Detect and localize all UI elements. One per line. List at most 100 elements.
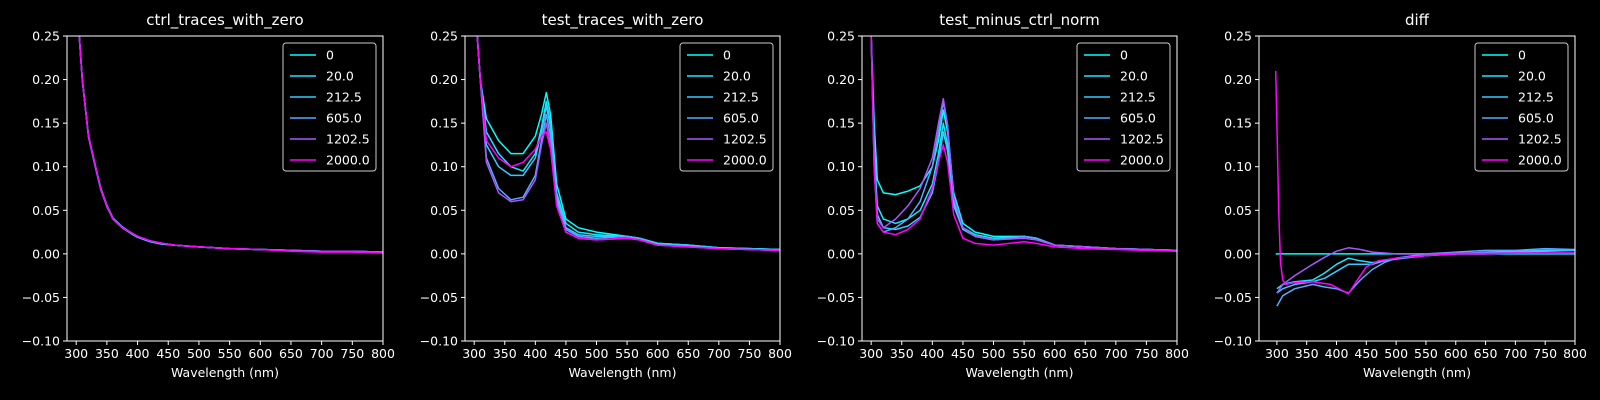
legend-label: 605.0 <box>326 111 362 126</box>
legend-label: 20.0 <box>1120 69 1148 84</box>
x-tick-label: 300 <box>64 346 88 361</box>
chart-title: ctrl_traces_with_zero <box>146 11 303 30</box>
x-axis-label: Wavelength (nm) <box>171 365 279 380</box>
x-tick-label: 500 <box>1384 346 1408 361</box>
y-tick-label: 0.10 <box>32 159 60 174</box>
y-tick-label: −0.05 <box>1214 290 1252 305</box>
legend-label: 212.5 <box>723 90 759 105</box>
y-tick-label: 0.00 <box>430 246 458 261</box>
y-tick-label: 0.05 <box>1224 203 1252 218</box>
legend-label: 605.0 <box>723 111 759 126</box>
y-tick-label: 0.15 <box>32 116 60 131</box>
legend: 0 20.0 212.5 605.0 1202.5 2000.0 <box>1076 42 1171 172</box>
legend-label: 1202.5 <box>1120 132 1164 147</box>
legend-label: 605.0 <box>1518 111 1554 126</box>
y-tick-label: −0.05 <box>420 290 458 305</box>
legend-label: 1202.5 <box>1518 132 1562 147</box>
y-tick-label: 0.05 <box>827 203 855 218</box>
legend: 0 20.0 212.5 605.0 1202.5 2000.0 <box>282 42 377 172</box>
series-group <box>870 36 1177 252</box>
x-tick-label: 450 <box>156 346 180 361</box>
y-tick-label: 0.15 <box>430 116 458 131</box>
x-tick-label: 400 <box>1325 346 1349 361</box>
x-tick-label: 750 <box>737 346 761 361</box>
legend-label: 2000.0 <box>723 153 767 168</box>
series-line-2000-0 <box>870 36 1177 252</box>
legend-label: 212.5 <box>1518 90 1554 105</box>
series-line-605-0 <box>1276 247 1575 307</box>
x-tick-label: 550 <box>218 346 242 361</box>
legend-label: 212.5 <box>326 90 362 105</box>
x-tick-label: 350 <box>890 346 914 361</box>
x-tick-label: 750 <box>1134 346 1158 361</box>
series-line-2000-0 <box>476 36 780 252</box>
y-tick-label: −0.10 <box>22 334 60 349</box>
x-tick-label: 500 <box>187 346 211 361</box>
y-tick-label: 0.00 <box>32 246 60 261</box>
y-tick-label: 0.10 <box>827 159 855 174</box>
x-tick-label: 700 <box>310 346 334 361</box>
y-tick-label: 0.20 <box>827 72 855 87</box>
y-tick-label: 0.15 <box>1224 116 1252 131</box>
series-line-2000-0 <box>1274 70 1575 295</box>
axes-frame <box>861 35 1178 342</box>
legend-label: 2000.0 <box>1518 153 1562 168</box>
legend-label: 2000.0 <box>326 153 370 168</box>
x-tick-label: 700 <box>707 346 731 361</box>
legend-label: 20.0 <box>1518 69 1546 84</box>
y-tick-label: −0.05 <box>817 290 855 305</box>
x-tick-label: 450 <box>1354 346 1378 361</box>
chart-panel-1: 300 350 400 450 500 550 600 650 700 750 800 −0.10 −0… <box>22 11 395 380</box>
y-tick-label: 0.20 <box>1224 72 1252 87</box>
series-line-1202-5 <box>870 36 1177 252</box>
x-axis-label: Wavelength (nm) <box>569 365 677 380</box>
legend-label: 0 <box>723 48 731 63</box>
x-tick-label: 400 <box>126 346 150 361</box>
x-tick-label: 400 <box>920 346 944 361</box>
x-tick-label: 650 <box>1474 346 1498 361</box>
y-tick-label: 0.15 <box>827 116 855 131</box>
chart-panel-2: 300 350 400 450 500 550 600 650 700 750 800 −0.10 −0… <box>420 11 792 380</box>
y-tick-label: 0.25 <box>32 29 60 44</box>
chart-title: diff <box>1405 11 1430 29</box>
y-tick-label: 0.10 <box>1224 159 1252 174</box>
legend-label: 0 <box>326 48 334 63</box>
x-axis-label: Wavelength (nm) <box>966 365 1074 380</box>
y-tick-label: 0.00 <box>827 246 855 261</box>
x-tick-label: 300 <box>859 346 883 361</box>
legend-label: 212.5 <box>1120 90 1156 105</box>
x-tick-label: 350 <box>95 346 119 361</box>
y-tick-label: 0.05 <box>430 203 458 218</box>
y-tick-label: 0.20 <box>32 72 60 87</box>
y-tick-label: −0.10 <box>420 334 458 349</box>
x-tick-label: 350 <box>493 346 517 361</box>
y-tick-label: −0.10 <box>1214 334 1252 349</box>
x-tick-label: 800 <box>1165 346 1189 361</box>
legend-label: 1202.5 <box>723 132 767 147</box>
x-tick-label: 600 <box>248 346 272 361</box>
legend-label: 20.0 <box>326 69 354 84</box>
axes-frame <box>464 35 781 342</box>
x-tick-label: 400 <box>523 346 547 361</box>
axes-frame <box>66 35 384 342</box>
x-tick-label: 800 <box>768 346 792 361</box>
x-tick-label: 600 <box>646 346 670 361</box>
x-tick-label: 600 <box>1043 346 1067 361</box>
x-tick-label: 750 <box>340 346 364 361</box>
x-tick-label: 800 <box>1563 346 1587 361</box>
chart-title: test_traces_with_zero <box>542 11 704 30</box>
x-tick-label: 500 <box>982 346 1006 361</box>
legend-label: 1202.5 <box>326 132 370 147</box>
y-tick-label: 0.10 <box>430 159 458 174</box>
x-tick-label: 300 <box>1265 346 1289 361</box>
y-tick-label: 0.25 <box>827 29 855 44</box>
x-tick-label: 600 <box>1444 346 1468 361</box>
x-tick-label: 550 <box>615 346 639 361</box>
x-tick-label: 550 <box>1414 346 1438 361</box>
y-tick-label: 0.25 <box>1224 29 1252 44</box>
axes-frame <box>1258 35 1576 342</box>
y-tick-label: −0.05 <box>22 290 60 305</box>
x-tick-label: 450 <box>554 346 578 361</box>
